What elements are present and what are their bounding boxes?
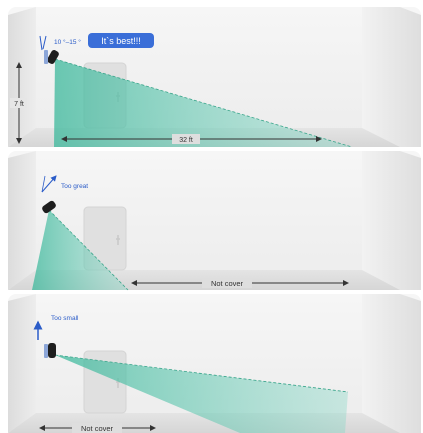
- coverage-label-bg: [202, 278, 252, 288]
- camera-mount: [44, 344, 48, 358]
- panel-best-angle: 10 °–15 ° It`s best!!! 7 ft 32 ft: [8, 7, 421, 148]
- left-wall: [8, 7, 36, 147]
- angle-line: [39, 35, 43, 51]
- panel-too-small-angle: Too small Not cover: [8, 294, 421, 433]
- beam-edge: [48, 209, 129, 291]
- panel-too-great-angle: Too great Not cover: [8, 151, 421, 291]
- right-wall: [362, 7, 421, 147]
- angle-label: 10 °–15 °: [54, 38, 81, 46]
- coverage-label: Not cover: [81, 424, 114, 433]
- door-handle: [116, 235, 120, 245]
- coverage-label-bg: [72, 423, 122, 433]
- right-wall: [362, 151, 421, 290]
- best-badge-text: It`s best!!!: [101, 36, 141, 46]
- distance-label: 32 ft: [179, 137, 193, 144]
- camera-beam: [32, 210, 128, 290]
- left-wall: [8, 151, 36, 290]
- angle-line-2: [42, 35, 47, 50]
- right-wall: [362, 294, 421, 433]
- angle-line: [41, 175, 46, 193]
- camera: [42, 200, 56, 214]
- left-wall: [8, 294, 36, 433]
- camera-mount: [44, 50, 48, 64]
- height-label-bg: [10, 98, 27, 108]
- camera: [47, 50, 59, 64]
- camera: [48, 343, 56, 358]
- angle-arrow: [41, 175, 57, 193]
- height-label: 7 ft: [14, 101, 24, 108]
- distance-label-bg: [172, 134, 200, 144]
- beam-upper-edge: [54, 58, 353, 148]
- coverage-label: Not cover: [211, 279, 244, 288]
- angle-label: Too small: [51, 315, 79, 322]
- beam-upper-edge: [54, 354, 349, 393]
- best-badge: [88, 33, 154, 48]
- angle-label: Too great: [61, 183, 88, 190]
- camera-beam: [55, 355, 348, 433]
